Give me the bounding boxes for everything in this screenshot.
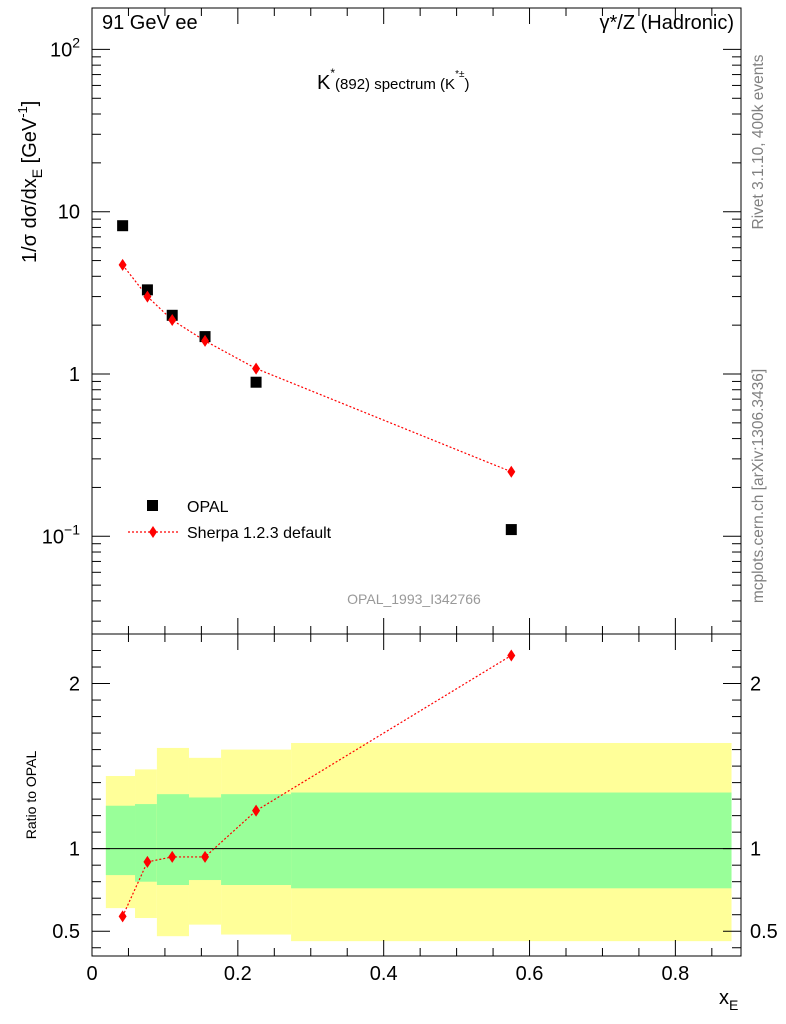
legend-opal-marker <box>147 500 158 511</box>
sherpa-data-point <box>252 362 261 375</box>
x-tick-label: 0.6 <box>516 963 544 985</box>
plot-title: K*(892) spectrum (K*±) <box>317 66 469 94</box>
ratio-y-tick-label-right: 0.5 <box>750 921 778 943</box>
sherpa-data-point <box>118 258 127 271</box>
ratio-bands <box>105 742 732 942</box>
main-y-tick-label: 1 <box>69 364 80 386</box>
ratio-y-tick-label-right: 1 <box>750 839 761 861</box>
legend-sherpa-label: Sherpa 1.2.3 default <box>187 525 332 542</box>
ratio-sherpa-point <box>143 855 152 868</box>
ratio-plot-area <box>118 649 516 923</box>
ratio-sherpa-point <box>252 804 261 817</box>
ratio-band-inner <box>135 804 157 882</box>
main-axes: 10−1 1 10 102 <box>42 8 741 634</box>
main-y-tick-label: 10 <box>58 202 80 224</box>
opal-data-point <box>250 376 262 388</box>
ratio-sherpa-point <box>507 649 516 662</box>
ratio-band-inner <box>188 797 222 881</box>
ratio-y-tick-label-right: 2 <box>750 674 761 696</box>
ratio-y-tick-label-left: 2 <box>69 674 80 696</box>
header-left-label: 91 GeV ee <box>102 12 198 34</box>
ratio-y-tick-label-left: 0.5 <box>52 921 80 943</box>
opal-data-point <box>505 524 517 536</box>
sherpa-data-point <box>143 290 152 303</box>
rivet-version-label: Rivet 3.1.10, 400k events <box>750 54 767 229</box>
main-y-tick-label: 10−1 <box>42 521 80 548</box>
sherpa-data-point <box>201 334 210 347</box>
ratio-sherpa-line <box>122 654 512 917</box>
opal-data-point <box>141 284 153 296</box>
x-tick-label: 0.4 <box>370 963 398 985</box>
main-panel: 10−1 1 10 102 K*(892) spectrum (K*±) OPAL_1… <box>15 7 742 635</box>
x-tick-label: 0 <box>86 963 97 985</box>
legend-sherpa-marker <box>149 526 157 538</box>
sherpa-data-point <box>168 314 177 327</box>
legend: OPAL Sherpa 1.2.3 default <box>128 499 332 542</box>
x-tick-label: 0.8 <box>661 963 689 985</box>
sherpa-data-point <box>507 465 516 478</box>
legend-opal-label: OPAL <box>187 499 229 516</box>
x-axis-label: xE <box>719 987 738 1013</box>
ratio-frame <box>91 633 742 957</box>
ratio-sherpa-point <box>201 850 210 863</box>
ratio-y-tick-label-left: 1 <box>69 839 80 861</box>
analysis-id-watermark: OPAL_1993_I342766 <box>347 591 481 607</box>
ratio-band-inner <box>156 794 189 885</box>
mcplots-label: mcplots.cern.ch [arXiv:1306.3436] <box>750 369 767 603</box>
main-plot-area <box>117 220 517 536</box>
opal-data-point <box>117 220 129 232</box>
ratio-sherpa-point <box>168 850 177 863</box>
ratio-panel: 0 0.2 0.4 0.6 0.8 0.5 0.5 1 1 2 2 Ratio to OPAL xE <box>23 633 778 1013</box>
x-tick-label: 0.2 <box>224 963 252 985</box>
sherpa-line <box>122 264 512 473</box>
ratio-band-inner <box>105 805 136 876</box>
main-y-axis-label: 1/σ dσ/dxE [GeV-1] <box>15 101 45 263</box>
main-y-tick-label: 102 <box>50 34 80 61</box>
ratio-axes: 0 0.2 0.4 0.6 0.8 0.5 0.5 1 1 2 2 <box>52 634 778 985</box>
header-right-label: γ*/Z (Hadronic) <box>600 12 734 34</box>
ratio-y-axis-label: Ratio to OPAL <box>23 751 39 840</box>
ratio-sherpa-point <box>118 910 127 923</box>
ratio-band-inner <box>291 792 732 889</box>
